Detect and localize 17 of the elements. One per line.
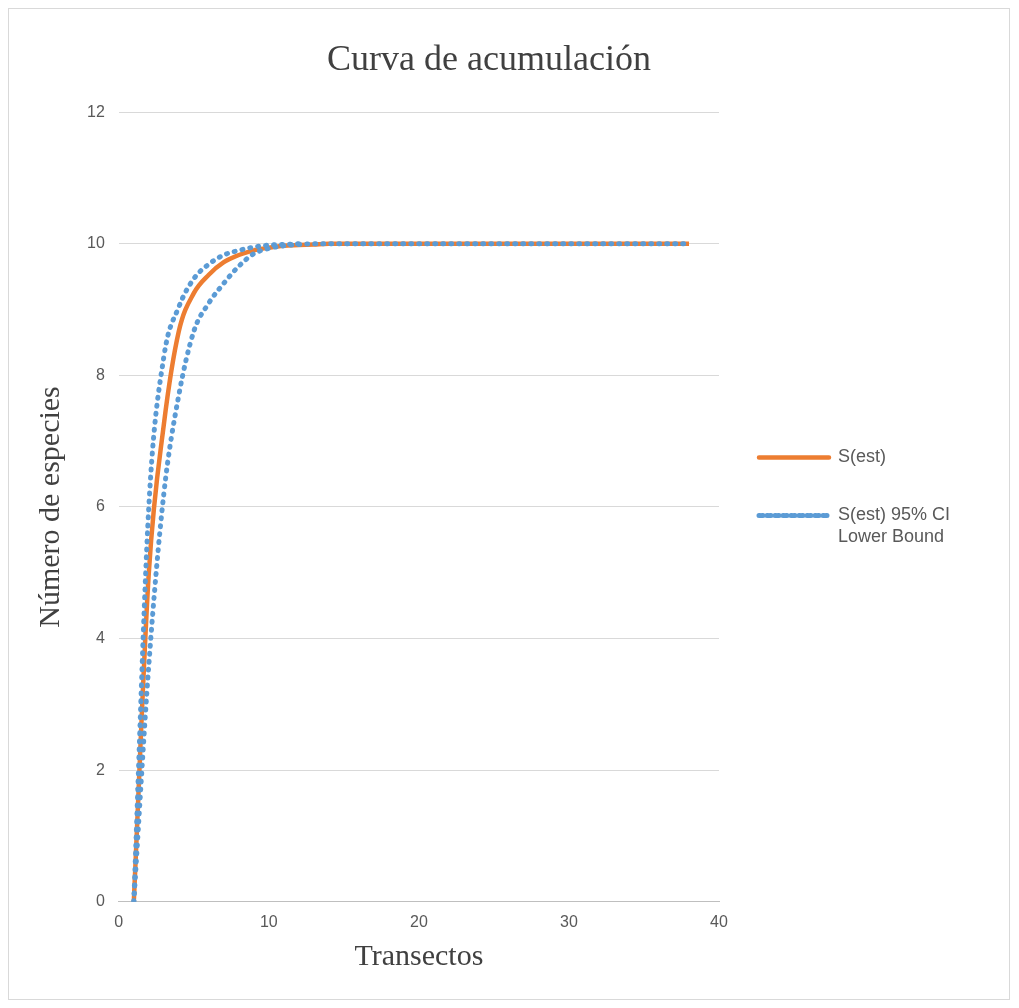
x-tick-label: 0 xyxy=(114,912,124,930)
y-tick-label: 2 xyxy=(95,760,105,778)
x-tick-label: 10 xyxy=(259,912,278,930)
x-axis-title: Transectos xyxy=(354,937,484,971)
legend-label: S(est) 95% CI Lower Bound xyxy=(838,504,951,546)
x-tick-label: 30 xyxy=(560,912,578,930)
legend-label: S(est) xyxy=(838,446,887,467)
chart-title: Curva de acumulación xyxy=(327,38,651,79)
y-tick-label: 10 xyxy=(87,234,105,252)
y-axis-title: Número de especies xyxy=(31,386,65,628)
y-tick-label: 4 xyxy=(95,629,105,647)
x-tick-label: 20 xyxy=(410,912,428,930)
y-tick-label: 12 xyxy=(87,102,105,120)
y-tick-label: 0 xyxy=(95,892,105,910)
y-tick-label: 6 xyxy=(95,497,105,515)
y-tick-label: 8 xyxy=(95,365,105,383)
x-tick-label: 40 xyxy=(710,912,728,930)
